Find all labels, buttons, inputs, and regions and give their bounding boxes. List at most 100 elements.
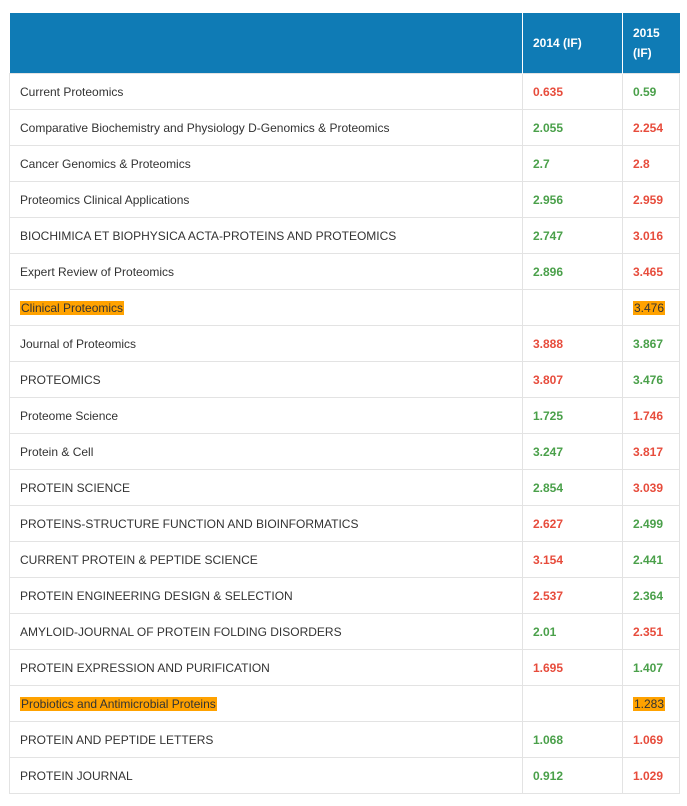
journal-name: Current Proteomics xyxy=(20,84,124,99)
table-row: PROTEIN SCIENCE 2.854 3.039 xyxy=(9,469,680,506)
table-row: PROTEINS-STRUCTURE FUNCTION AND BIOINFOR… xyxy=(9,505,680,542)
journal-name: Proteomics Clinical Applications xyxy=(20,192,190,207)
table-row: PROTEIN EXPRESSION AND PURIFICATION 1.695… xyxy=(9,649,680,686)
journal-name-cell: Current Proteomics xyxy=(9,73,523,110)
if-2015-value: 3.465 xyxy=(633,264,664,279)
if-2015-cell: 3.016 xyxy=(622,217,680,254)
if-2015-cell: 3.465 xyxy=(622,253,680,290)
if-2014-cell: 1.695 xyxy=(522,649,623,686)
if-2015-cell: 1.029 xyxy=(622,757,680,794)
if-2014-cell: 0.912 xyxy=(522,757,623,794)
journal-name-cell: PROTEIN SCIENCE xyxy=(9,469,523,506)
if-2014-value: 2.747 xyxy=(533,228,564,243)
if-2014-cell: 2.956 xyxy=(522,181,623,218)
if-2015-cell: 3.476 xyxy=(622,361,680,398)
if-2014-value: 1.725 xyxy=(533,408,564,423)
journal-name: PROTEIN JOURNAL xyxy=(20,768,133,783)
journal-name: Clinical Proteomics xyxy=(20,300,125,315)
if-2015-cell: 2.441 xyxy=(622,541,680,578)
if-2014-value: 1.695 xyxy=(533,660,564,675)
table-row: PROTEOMICS 3.807 3.476 xyxy=(9,361,680,398)
if-2015-value: 3.016 xyxy=(633,228,664,243)
impact-factor-table-container: 2014 (IF) 2015 (IF) Current Proteomics 0.… xyxy=(9,13,680,794)
journal-name: PROTEINS-STRUCTURE FUNCTION AND BIOINFOR… xyxy=(20,516,359,531)
table-row: Current Proteomics 0.635 0.59 xyxy=(9,73,680,110)
if-2015-cell: 3.039 xyxy=(622,469,680,506)
table-row: Clinical Proteomics 3.476 xyxy=(9,289,680,326)
header-2014-if: 2014 (IF) xyxy=(522,13,623,74)
if-2015-value: 2.441 xyxy=(633,552,664,567)
if-2014-value: 2.854 xyxy=(533,480,564,495)
table-header-row: 2014 (IF) 2015 (IF) xyxy=(9,13,680,74)
if-2015-value: 3.867 xyxy=(633,336,664,351)
journal-name-cell: Cancer Genomics & Proteomics xyxy=(9,145,523,182)
table-row: AMYLOID-JOURNAL OF PROTEIN FOLDING DISOR… xyxy=(9,613,680,650)
journal-name-cell: Probiotics and Antimicrobial Proteins xyxy=(9,685,523,722)
journal-name-cell: Proteomics Clinical Applications xyxy=(9,181,523,218)
if-2015-cell: 2.351 xyxy=(622,613,680,650)
journal-name-cell: PROTEIN EXPRESSION AND PURIFICATION xyxy=(9,649,523,686)
if-2015-value: 1.283 xyxy=(633,696,666,711)
journal-name: Proteome Science xyxy=(20,408,119,423)
if-2015-cell: 1.407 xyxy=(622,649,680,686)
journal-name-cell: BIOCHIMICA ET BIOPHYSICA ACTA-PROTEINS A… xyxy=(9,217,523,254)
if-2015-cell: 3.476 xyxy=(622,289,680,326)
if-2014-cell: 2.055 xyxy=(522,109,623,146)
table-row: Proteomics Clinical Applications 2.956 2.9… xyxy=(9,181,680,218)
journal-name-cell: PROTEIN ENGINEERING DESIGN & SELECTION xyxy=(9,577,523,614)
journal-name: PROTEOMICS xyxy=(20,372,101,387)
if-2015-value: 1.029 xyxy=(633,768,664,783)
journal-name-cell: Expert Review of Proteomics xyxy=(9,253,523,290)
journal-name-cell: PROTEOMICS xyxy=(9,361,523,398)
table-row: Proteome Science 1.725 1.746 xyxy=(9,397,680,434)
if-2015-value: 3.476 xyxy=(633,300,666,315)
if-2014-cell: 1.725 xyxy=(522,397,623,434)
if-2014-cell: 3.247 xyxy=(522,433,623,470)
journal-name-cell: Comparative Biochemistry and Physiology … xyxy=(9,109,523,146)
if-2015-value: 1.069 xyxy=(633,732,664,747)
table-row: PROTEIN ENGINEERING DESIGN & SELECTION 2.… xyxy=(9,577,680,614)
if-2015-value: 2.254 xyxy=(633,120,664,135)
if-2014-cell: 2.537 xyxy=(522,577,623,614)
table-row: Journal of Proteomics 3.888 3.867 xyxy=(9,325,680,362)
header-2015-label: (IF) xyxy=(633,46,652,60)
if-2014-value: 2.896 xyxy=(533,264,564,279)
if-2014-value: 2.537 xyxy=(533,588,564,603)
if-2014-cell: 2.854 xyxy=(522,469,623,506)
if-2015-value: 2.8 xyxy=(633,156,650,171)
if-2015-cell: 2.499 xyxy=(622,505,680,542)
if-2015-cell: 1.746 xyxy=(622,397,680,434)
journal-name-cell: Protein & Cell xyxy=(9,433,523,470)
journal-name: AMYLOID-JOURNAL OF PROTEIN FOLDING DISOR… xyxy=(20,624,342,639)
if-2015-value: 3.476 xyxy=(633,372,664,387)
impact-factor-table: 2014 (IF) 2015 (IF) Current Proteomics 0.… xyxy=(9,13,680,794)
if-2014-value: 3.807 xyxy=(533,372,564,387)
journal-name-cell: Clinical Proteomics xyxy=(9,289,523,326)
if-2014-cell: 2.896 xyxy=(522,253,623,290)
if-2015-value: 3.817 xyxy=(633,444,664,459)
if-2015-cell: 2.254 xyxy=(622,109,680,146)
if-2014-value: 3.154 xyxy=(533,552,564,567)
journal-name: PROTEIN ENGINEERING DESIGN & SELECTION xyxy=(20,588,293,603)
journal-name: Comparative Biochemistry and Physiology … xyxy=(20,120,390,135)
if-2015-cell: 3.817 xyxy=(622,433,680,470)
journal-name: PROTEIN AND PEPTIDE LETTERS xyxy=(20,732,214,747)
if-2015-cell: 1.069 xyxy=(622,721,680,758)
if-2014-value: 2.055 xyxy=(533,120,564,135)
if-2015-value: 2.364 xyxy=(633,588,664,603)
table-row: CURRENT PROTEIN & PEPTIDE SCIENCE 3.154 2.… xyxy=(9,541,680,578)
if-2015-cell: 0.59 xyxy=(622,73,680,110)
if-2014-cell xyxy=(522,685,623,722)
journal-name: CURRENT PROTEIN & PEPTIDE SCIENCE xyxy=(20,552,258,567)
if-2015-value: 2.959 xyxy=(633,192,664,207)
if-2015-value: 3.039 xyxy=(633,480,664,495)
journal-name: Probiotics and Antimicrobial Proteins xyxy=(20,696,217,711)
if-2014-value: 0.912 xyxy=(533,768,564,783)
table-row: Comparative Biochemistry and Physiology … xyxy=(9,109,680,146)
if-2014-cell: 2.747 xyxy=(522,217,623,254)
if-2015-value: 2.351 xyxy=(633,624,664,639)
if-2014-cell: 2.7 xyxy=(522,145,623,182)
if-2015-cell: 2.364 xyxy=(622,577,680,614)
if-2015-cell: 2.8 xyxy=(622,145,680,182)
if-2014-cell: 3.888 xyxy=(522,325,623,362)
